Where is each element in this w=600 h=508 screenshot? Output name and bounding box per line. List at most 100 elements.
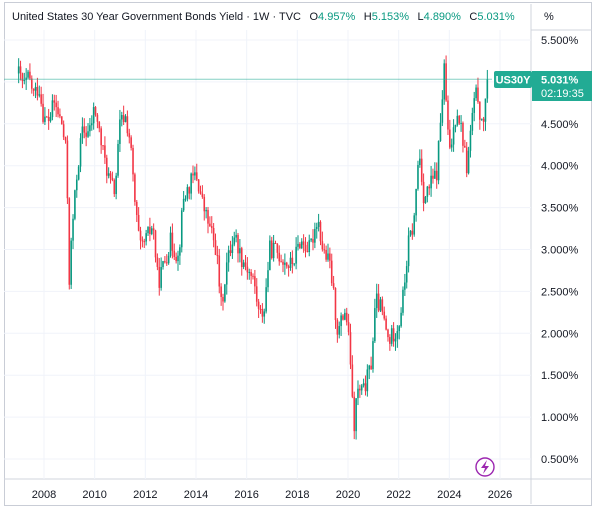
candle-body <box>330 260 333 284</box>
candle-body <box>83 126 86 133</box>
candle-body <box>269 240 271 271</box>
candle-body <box>359 388 361 391</box>
candle-body <box>100 128 102 146</box>
candle-body <box>51 100 54 118</box>
candle-body <box>135 201 138 215</box>
candle-body <box>171 232 174 251</box>
candle-body <box>437 140 440 181</box>
price-tag: US30Y 5.031% 02:19:35 <box>494 71 592 101</box>
candle-body <box>257 301 260 309</box>
candle-body <box>113 180 116 195</box>
candle-body <box>454 124 457 128</box>
percent-scale-button[interactable]: % <box>544 11 554 23</box>
candle-body <box>400 312 402 327</box>
candle-body <box>154 230 157 258</box>
x-tick-label: 2020 <box>336 489 360 501</box>
candle-body <box>353 396 356 432</box>
candle-body <box>235 234 237 238</box>
candle-body <box>216 255 219 257</box>
candle-body <box>450 144 453 148</box>
candle-body <box>287 266 290 268</box>
candle-body <box>345 312 348 323</box>
candle-body <box>420 158 423 182</box>
candle-body <box>27 71 29 78</box>
candle-body <box>98 121 101 129</box>
candle-body <box>188 187 191 194</box>
countdown-label: 02:19:35 <box>541 88 584 100</box>
candle-body <box>398 326 401 332</box>
candle-body <box>190 173 192 194</box>
candle-body <box>248 272 251 274</box>
candle-body <box>304 244 307 252</box>
candle-body <box>212 227 215 241</box>
candle-body <box>405 266 408 283</box>
candle-body <box>197 179 200 192</box>
candle-body <box>372 341 374 370</box>
y-tick-label: 2.000% <box>541 328 579 340</box>
candle-body <box>240 248 243 267</box>
candle-body <box>179 247 181 256</box>
candle-body <box>36 86 39 96</box>
candle-body <box>109 173 112 178</box>
candle-body <box>462 122 464 146</box>
candle-body <box>452 127 455 145</box>
candle-body <box>64 137 67 141</box>
candle-body <box>214 240 217 256</box>
candle-body <box>225 262 228 285</box>
candle-body <box>53 100 56 103</box>
candle-body <box>85 132 87 137</box>
candle-body <box>104 145 106 158</box>
candle-body <box>222 296 224 302</box>
candle-body <box>349 332 352 365</box>
candle-body <box>334 288 337 321</box>
candle-body <box>158 266 161 288</box>
candle-body <box>49 117 52 122</box>
lightning-icon[interactable] <box>475 457 495 477</box>
candle-body <box>407 235 410 267</box>
candle-body <box>194 172 196 176</box>
candle-body <box>319 221 322 242</box>
candle-body <box>274 242 277 244</box>
candle-body <box>364 383 367 392</box>
candle-body <box>242 262 245 267</box>
candle-body <box>394 338 397 342</box>
y-tick-label: 4.500% <box>541 119 579 131</box>
candle-body <box>357 388 359 399</box>
candle-body <box>224 284 226 302</box>
candle-body <box>329 253 331 261</box>
x-tick-label: 2016 <box>234 489 258 501</box>
candle-body <box>465 147 468 174</box>
candle-body <box>92 107 95 124</box>
candle-body <box>42 103 44 122</box>
candle-body <box>29 71 31 79</box>
candle-body <box>150 228 153 235</box>
candle-body <box>89 125 91 132</box>
candle-body <box>47 116 50 122</box>
candle-body <box>175 256 177 262</box>
candle-body <box>347 322 350 333</box>
x-tick-label: 2012 <box>133 489 157 501</box>
candle-body <box>449 129 451 148</box>
y-tick-label: 0.500% <box>541 454 579 466</box>
candle-body <box>276 243 279 253</box>
candle-body <box>402 289 404 313</box>
candle-body <box>263 311 266 317</box>
candle-body <box>149 226 151 235</box>
candle-body <box>87 131 89 137</box>
candle-body <box>434 170 436 179</box>
candle-body <box>203 196 206 212</box>
candle-body <box>201 193 204 197</box>
candle-body <box>284 262 286 265</box>
candle-body <box>167 255 170 264</box>
candle-body <box>134 174 136 202</box>
time-axis: 2008 2010 2012 2014 2016 2018 2020 2022 2024 2026 <box>32 489 512 501</box>
candle-body <box>164 261 166 263</box>
candle-body <box>404 282 406 290</box>
candle-body <box>381 299 384 312</box>
candle-body <box>44 116 46 122</box>
candle-body <box>424 196 427 204</box>
candle-body <box>390 328 393 344</box>
candle-body <box>165 262 168 264</box>
candle-body <box>156 257 159 267</box>
